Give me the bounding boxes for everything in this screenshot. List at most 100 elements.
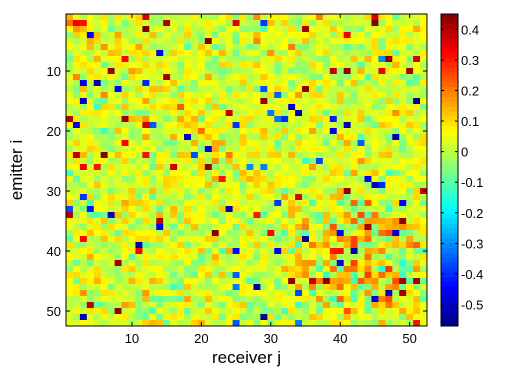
heatmap-cell <box>142 122 150 129</box>
heatmap-cell <box>114 50 122 57</box>
heatmap-cell <box>100 26 108 33</box>
heatmap-cell <box>149 320 157 327</box>
heatmap-cell <box>385 20 393 27</box>
heatmap-cell <box>72 260 81 267</box>
heatmap-cell <box>163 188 171 195</box>
heatmap-cell <box>288 296 296 303</box>
heatmap-cell <box>93 56 102 63</box>
colorbar-strip <box>441 38 458 44</box>
heatmap-cell <box>288 320 296 327</box>
heatmap-cell <box>170 74 178 81</box>
colorbar-strip <box>441 92 458 98</box>
heatmap-cell <box>197 302 206 309</box>
heatmap-cell <box>204 152 213 159</box>
heatmap-cell <box>163 134 171 141</box>
heatmap-cell <box>72 62 81 69</box>
heatmap-cell <box>170 278 178 285</box>
heatmap-cell <box>267 86 275 93</box>
heatmap-cell <box>336 158 344 165</box>
heatmap-cell <box>315 104 324 111</box>
heatmap-cell <box>218 284 226 291</box>
heatmap-cell <box>385 50 393 57</box>
heatmap-cell <box>114 176 122 183</box>
heatmap-cell <box>288 272 296 279</box>
heatmap-cell <box>413 266 421 273</box>
heatmap-cell <box>420 254 428 261</box>
heatmap-cell <box>163 32 171 39</box>
colorbar-tick-label: -0.3 <box>461 236 483 251</box>
heatmap-cell <box>308 104 317 111</box>
heatmap-cell <box>197 224 206 231</box>
heatmap-cell <box>121 74 129 81</box>
heatmap-cell <box>72 98 81 105</box>
heatmap-cell <box>190 212 199 219</box>
heatmap-cell <box>163 122 171 129</box>
heatmap-cell <box>86 242 95 249</box>
heatmap-cell <box>79 128 88 135</box>
heatmap-cell <box>413 92 421 99</box>
heatmap-cell <box>156 98 164 105</box>
heatmap-cell <box>156 62 164 69</box>
heatmap-cell <box>364 68 372 75</box>
heatmap-cell <box>218 248 226 255</box>
heatmap-cell <box>114 32 122 39</box>
heatmap-cell <box>315 152 324 159</box>
heatmap-cell <box>413 218 421 225</box>
heatmap-cell <box>86 320 95 327</box>
heatmap-cell <box>121 260 129 267</box>
heatmap-cell <box>378 170 386 177</box>
heatmap-cell <box>329 296 338 303</box>
heatmap-cell <box>232 134 240 141</box>
heatmap-cell <box>204 26 213 33</box>
heatmap-cell <box>371 224 379 231</box>
heatmap-cell <box>225 314 233 321</box>
colorbar-strip <box>441 96 458 103</box>
heatmap-cell <box>184 272 192 279</box>
heatmap-cell <box>295 92 303 99</box>
heatmap-cell <box>190 26 199 33</box>
heatmap-cell <box>350 86 358 93</box>
heatmap-cell <box>260 254 268 261</box>
heatmap-cell <box>295 62 303 69</box>
heatmap-cell <box>218 242 226 249</box>
heatmap-cell <box>274 254 282 261</box>
heatmap-cell <box>364 176 372 183</box>
heatmap-cell <box>156 146 164 153</box>
heatmap-cell <box>197 68 206 75</box>
heatmap-cell <box>79 140 88 147</box>
heatmap-cell <box>218 254 226 261</box>
heatmap-cell <box>274 284 282 291</box>
heatmap-cell <box>253 224 261 231</box>
heatmap-cell <box>308 122 317 129</box>
heatmap-cell <box>336 266 344 273</box>
heatmap-cell <box>295 188 303 195</box>
heatmap-cell <box>225 236 233 243</box>
heatmap-cell <box>336 182 344 189</box>
heatmap-cell <box>288 110 296 117</box>
heatmap-cell <box>392 320 400 327</box>
heatmap-cell <box>399 278 407 285</box>
heatmap-cell <box>364 260 372 267</box>
heatmap-cell <box>197 230 206 237</box>
heatmap-cell <box>399 272 407 279</box>
heatmap-cell <box>302 92 310 99</box>
heatmap-cell <box>170 230 178 237</box>
heatmap-cell <box>107 140 115 147</box>
heatmap-cell <box>239 122 247 129</box>
heatmap-cell <box>86 86 95 93</box>
heatmap-cell <box>260 20 268 27</box>
heatmap-cell <box>267 116 275 123</box>
heatmap-cell <box>343 38 351 45</box>
heatmap-cell <box>156 80 164 87</box>
heatmap-cell <box>225 278 233 285</box>
heatmap-cell <box>149 14 157 21</box>
heatmap-cell <box>190 242 199 249</box>
heatmap-cell <box>329 194 338 201</box>
heatmap-cell <box>295 296 303 303</box>
heatmap-cell <box>274 50 282 57</box>
heatmap-cell <box>329 38 338 45</box>
heatmap-cell <box>350 218 358 225</box>
colorbar-strip <box>441 179 458 186</box>
heatmap-cell <box>399 140 407 147</box>
heatmap-cell <box>364 314 372 321</box>
